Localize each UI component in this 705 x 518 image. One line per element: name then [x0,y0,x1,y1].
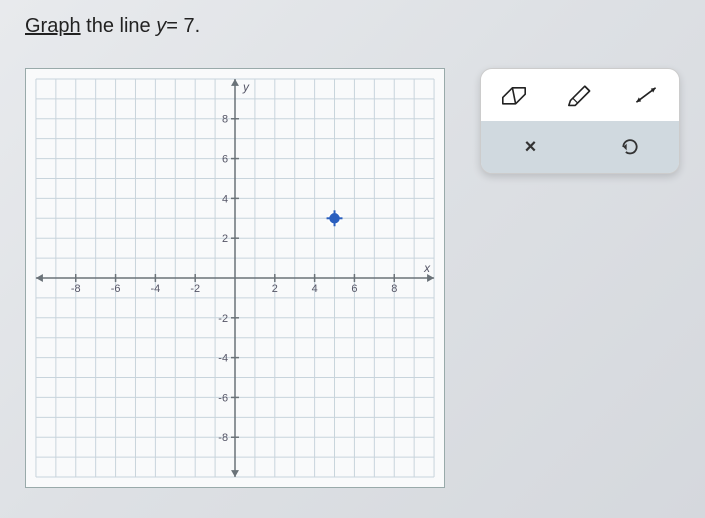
line-tool[interactable] [613,69,679,121]
eraser-tool[interactable] [481,69,547,121]
svg-text:-6: -6 [111,283,121,295]
svg-text:-2: -2 [218,313,228,325]
svg-text:6: 6 [351,283,357,295]
undo-icon [620,137,640,157]
svg-text:4: 4 [222,193,228,205]
drawing-toolbox: × [480,68,680,174]
svg-text:x: x [423,261,431,275]
prompt-verb: Graph [25,15,81,37]
svg-text:-4: -4 [218,353,228,365]
pencil-icon [564,83,596,107]
clear-button[interactable]: × [481,121,580,173]
close-icon: × [525,136,537,159]
svg-text:2: 2 [222,233,228,245]
svg-text:-2: -2 [190,283,200,295]
prompt-rest: the line [81,15,157,37]
svg-text:8: 8 [391,283,397,295]
svg-text:-8: -8 [71,283,81,295]
svg-text:4: 4 [312,283,318,295]
svg-text:y: y [242,80,250,94]
question-prompt: Graph the line y= 7. [25,15,680,38]
eraser-icon [498,83,530,107]
content-row: -8 -8 -6 -6 -4 -4 -2 -2 2 2 4 4 6 6 8 8 x y [25,68,680,488]
pencil-tool[interactable] [547,69,613,121]
equation-lhs: y [156,15,166,37]
coordinate-graph[interactable]: -8 -8 -6 -6 -4 -4 -2 -2 2 2 4 4 6 6 8 8 x y [25,68,445,488]
equation-rhs: = 7. [166,15,200,37]
line-arrow-icon [630,83,662,107]
tool-row-shapes [481,69,679,121]
svg-text:6: 6 [222,154,228,166]
tool-row-actions: × [481,121,679,173]
undo-button[interactable] [580,121,679,173]
svg-text:-6: -6 [218,392,228,404]
svg-text:2: 2 [272,283,278,295]
svg-text:-8: -8 [218,432,228,444]
svg-text:-4: -4 [151,283,161,295]
svg-text:8: 8 [222,114,228,126]
